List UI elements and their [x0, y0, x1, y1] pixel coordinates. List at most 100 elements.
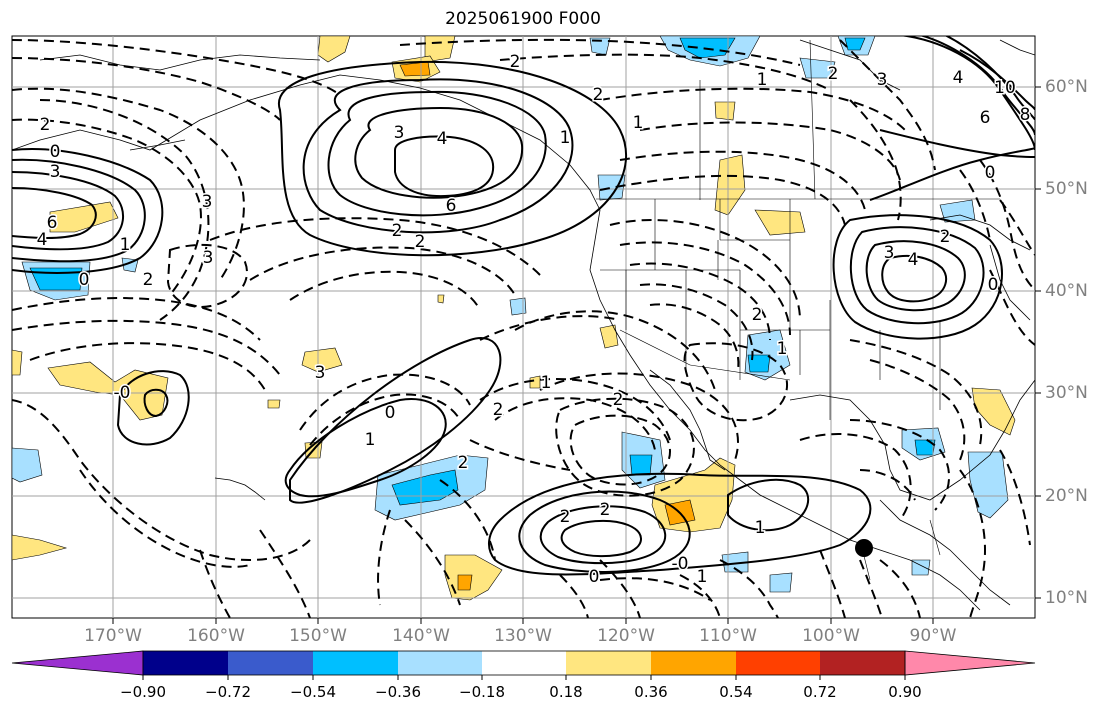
contour-label: 2 — [458, 453, 469, 473]
contour-label: 6 — [47, 213, 58, 233]
contour-label: 1 — [755, 518, 766, 538]
contour-label: 1 — [777, 339, 788, 359]
contour-label: 2 — [143, 270, 154, 290]
lon-label-90w: 90°W — [909, 626, 957, 646]
contour-label: 2 — [613, 390, 624, 410]
contour-label: 2 — [752, 305, 763, 325]
contour-label: -0 — [672, 554, 689, 574]
colorbar-tick: −0.36 — [375, 683, 421, 701]
positive-shade-region — [754, 209, 806, 236]
contour-label: 1 — [633, 113, 644, 133]
contour-label: 0 — [589, 567, 600, 587]
colorbar-extend-high — [904, 650, 1036, 676]
contour-label: 6 — [446, 196, 457, 216]
colorbar-tick: 0.36 — [634, 683, 668, 701]
storm-center-marker — [855, 539, 873, 557]
contour-label: 1 — [757, 70, 768, 90]
coastlines — [12, 39, 1035, 611]
contour-lines — [12, 36, 1035, 618]
contour-label: 1 — [541, 373, 552, 393]
graticule — [12, 36, 1035, 618]
colorbar-outline — [142, 650, 906, 676]
contour-label: 3 — [884, 243, 895, 263]
lat-label-40n: 40°N — [1045, 281, 1088, 301]
colorbar-tick: 0.72 — [803, 683, 837, 701]
positive-shade-region — [437, 294, 445, 304]
contour-label: 0 — [50, 142, 61, 162]
positive-shade-region — [267, 399, 281, 409]
colorbar-tick: −0.18 — [459, 683, 505, 701]
colorbar-segment — [736, 651, 820, 675]
positive-shade-region — [12, 349, 23, 376]
contour-label: 3 — [203, 248, 214, 268]
map-title: 2025061900 F000 — [445, 9, 601, 29]
colorbar-segment — [398, 651, 482, 675]
contour-label: 3 — [394, 123, 405, 143]
contour-label: -0 — [114, 383, 131, 403]
negative-shade-region — [589, 37, 611, 56]
contour-label: 2 — [510, 52, 521, 72]
colorbar-segment — [651, 651, 736, 675]
lat-label-60n: 60°N — [1045, 77, 1088, 97]
contour-label: 2 — [392, 221, 403, 241]
lat-label-30n: 30°N — [1045, 383, 1088, 403]
contour-label: 2 — [560, 507, 571, 527]
lon-label-100w: 100°W — [802, 626, 860, 646]
negative-shade-core — [629, 454, 653, 476]
contour-label: 0 — [985, 163, 996, 183]
colorbar-segment — [313, 651, 398, 675]
contour-label: 0 — [988, 275, 999, 295]
political-borders — [596, 39, 1000, 581]
contour-label: 8 — [1020, 105, 1031, 125]
contour-label: 1 — [365, 430, 376, 450]
negative-shade-region — [12, 447, 43, 483]
contour-label: 2 — [600, 500, 611, 520]
contour-label: 2 — [828, 64, 839, 84]
colorbar-segment — [143, 651, 228, 675]
contour-label: 0 — [385, 403, 396, 423]
contour-label: 3 — [202, 192, 213, 212]
positive-shade-region — [529, 375, 541, 389]
contour-label: 1 — [697, 567, 708, 587]
negative-shade-region — [769, 572, 793, 593]
positive-shade-region — [12, 534, 68, 561]
lat-label-10n: 10°N — [1045, 588, 1088, 608]
negative-shade-core — [747, 354, 771, 373]
colorbar-segment — [228, 651, 313, 675]
negative-shade-region — [911, 559, 931, 576]
contour-label: 4 — [37, 230, 48, 250]
colorbar-tick: 0.54 — [719, 683, 753, 701]
lon-label-120w: 120°W — [597, 626, 655, 646]
negative-shade-region — [597, 174, 626, 201]
contour-label: 2 — [940, 227, 951, 247]
colorbar-segment — [820, 651, 905, 675]
lon-label-170w: 170°W — [84, 626, 142, 646]
axis-ticks — [112, 86, 1041, 624]
colorbar-tick: −0.72 — [205, 683, 251, 701]
positive-shade-region — [301, 347, 343, 373]
colorbar-tick: 0.90 — [888, 683, 922, 701]
lon-label-140w: 140°W — [392, 626, 450, 646]
contour-label: 1 — [560, 128, 571, 148]
contour-label: 6 — [980, 108, 991, 128]
negative-shade-region — [799, 57, 836, 79]
positive-shade-region — [49, 201, 119, 233]
lon-label-160w: 160°W — [187, 626, 245, 646]
negative-contours — [12, 38, 1035, 618]
negative-shade-region — [509, 297, 527, 316]
positive-shade-region — [599, 324, 619, 349]
positive-shade-region — [714, 101, 736, 121]
contour-label: 4 — [953, 68, 964, 88]
contour-label: 1 — [120, 235, 131, 255]
contour-label: 2 — [593, 85, 604, 105]
lon-label-130w: 130°W — [494, 626, 552, 646]
lat-label-20n: 20°N — [1045, 486, 1088, 506]
colorbar-tick: 0.18 — [549, 683, 583, 701]
contour-labels: 2 3 4 6 2 2 3 2 1 0 6 4 2 0 3 3 -0 1 0 2… — [35, 51, 1032, 589]
positive-shade-core — [457, 574, 473, 591]
contour-label: 10 — [994, 78, 1016, 98]
contour-label: 4 — [908, 250, 919, 270]
contour-label: 3 — [315, 363, 326, 383]
contour-label: 3 — [50, 162, 61, 182]
